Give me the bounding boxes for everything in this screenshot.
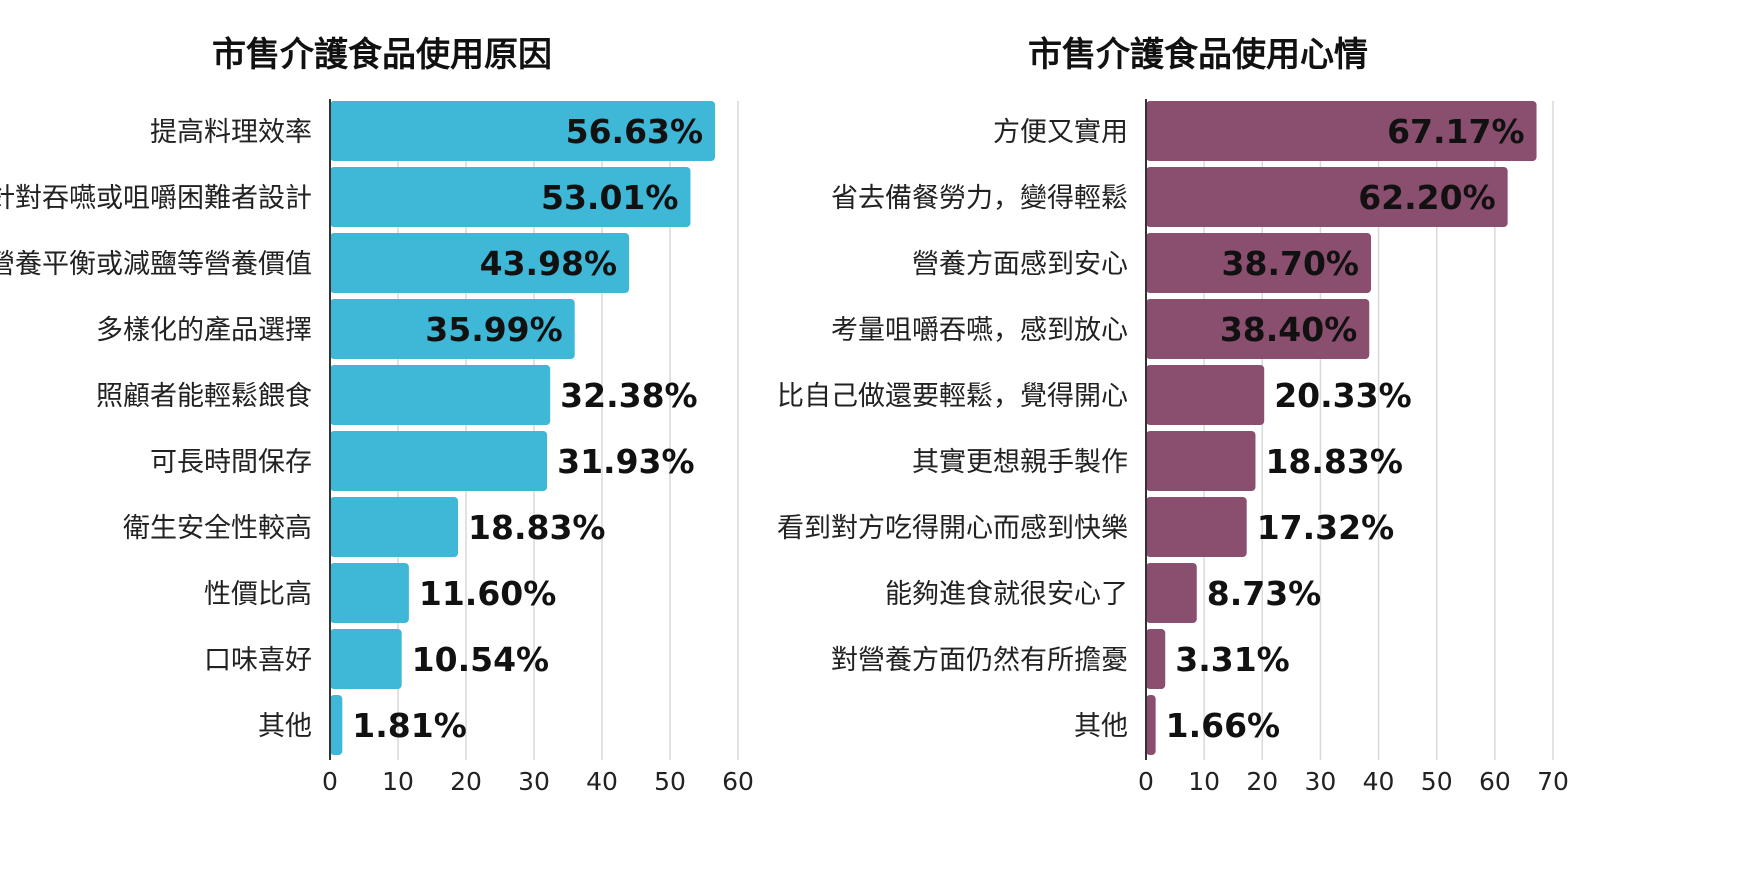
category-label: 照顧者能輕鬆餵食	[96, 381, 312, 412]
value-label: 8.73%	[1207, 574, 1322, 613]
x-tick-label: 20	[450, 767, 482, 796]
x-tick-label: 70	[1537, 767, 1569, 796]
x-tick-label: 10	[1188, 767, 1220, 796]
category-label: 方便又實用	[993, 117, 1128, 148]
x-tick-label: 30	[518, 767, 550, 796]
value-label: 18.83%	[468, 508, 605, 547]
x-tick-label: 50	[654, 767, 686, 796]
bar	[1146, 233, 1372, 293]
category-label: 營養平衡或減鹽等營養價值	[0, 249, 312, 280]
chart-usage-reasons: 市售介護食品使用原因 0 10 20 30 40 50 60 提高料理效率 56.63% 針對吞嚥…	[0, 35, 754, 796]
bar	[330, 431, 548, 491]
category-label: 考量咀嚼吞嚥，感到放心	[831, 315, 1128, 346]
chart-title: 市售介護食品使用心情	[1028, 35, 1368, 75]
category-label: 省去備餐勞力，變得輕鬆	[831, 183, 1128, 214]
category-label: 其實更想親手製作	[912, 447, 1128, 478]
x-tick-label: 60	[722, 767, 754, 796]
category-label: 可長時間保存	[150, 447, 312, 478]
x-tick-label: 40	[1363, 767, 1395, 796]
bar	[1146, 365, 1265, 425]
category-label: 性價比高	[204, 579, 312, 610]
category-label: 比自己做還要輕鬆，覺得開心	[777, 381, 1128, 412]
bar	[330, 101, 716, 161]
value-label: 20.33%	[1274, 376, 1411, 415]
bar	[1146, 299, 1370, 359]
bar	[330, 299, 575, 359]
category-label: 針對吞嚥或咀嚼困難者設計	[0, 183, 312, 214]
value-label: 35.99%	[425, 310, 562, 349]
bar	[1146, 431, 1256, 491]
value-label: 11.60%	[419, 574, 556, 613]
bar	[330, 233, 630, 293]
category-label: 其他	[258, 711, 312, 742]
value-label: 32.38%	[560, 376, 697, 415]
value-label: 53.01%	[541, 178, 678, 217]
value-label: 1.81%	[352, 706, 467, 745]
bar	[330, 497, 459, 557]
bar	[1146, 563, 1197, 623]
bar	[330, 695, 343, 755]
category-label: 能夠進食就很安心了	[885, 579, 1128, 610]
bar	[1146, 497, 1247, 557]
category-label: 多樣化的產品選擇	[96, 315, 312, 346]
value-label: 1.66%	[1166, 706, 1281, 745]
value-label: 38.40%	[1220, 310, 1357, 349]
category-label: 營養方面感到安心	[912, 249, 1128, 280]
value-label: 17.32%	[1257, 508, 1394, 547]
x-tick-label: 50	[1421, 767, 1453, 796]
bar	[330, 365, 551, 425]
value-label: 18.83%	[1265, 442, 1402, 481]
category-label: 其他	[1074, 711, 1128, 742]
category-label: 衛生安全性較高	[123, 513, 312, 544]
value-label: 3.31%	[1175, 640, 1290, 679]
value-label: 67.17%	[1387, 112, 1524, 151]
bar	[1146, 629, 1166, 689]
x-tick-label: 10	[382, 767, 414, 796]
category-label: 對營養方面仍然有所擔憂	[831, 645, 1128, 676]
bar	[1146, 167, 1508, 227]
x-tick-label: 0	[322, 767, 338, 796]
x-tick-label: 40	[586, 767, 618, 796]
category-label: 提高料理效率	[150, 117, 312, 148]
x-tick-label: 60	[1479, 767, 1511, 796]
value-label: 10.54%	[412, 640, 549, 679]
bar	[330, 629, 402, 689]
category-label: 看到對方吃得開心而感到快樂	[777, 513, 1128, 544]
value-label: 31.93%	[557, 442, 694, 481]
bar	[330, 563, 409, 623]
value-label: 38.70%	[1222, 244, 1359, 283]
chart-title: 市售介護食品使用原因	[212, 35, 552, 75]
chart-usage-feelings: 市售介護食品使用心情 0 10 20 30 40 50 60 70 方便又實用 67.17% 省去備…	[777, 35, 1569, 796]
value-label: 62.20%	[1358, 178, 1495, 217]
bar	[330, 167, 691, 227]
x-tick-label: 30	[1305, 767, 1337, 796]
value-label: 56.63%	[566, 112, 703, 151]
x-tick-label: 0	[1138, 767, 1154, 796]
bar	[1146, 695, 1156, 755]
bar	[1146, 101, 1537, 161]
x-tick-label: 20	[1246, 767, 1278, 796]
value-label: 43.98%	[480, 244, 617, 283]
category-label: 口味喜好	[204, 645, 312, 676]
